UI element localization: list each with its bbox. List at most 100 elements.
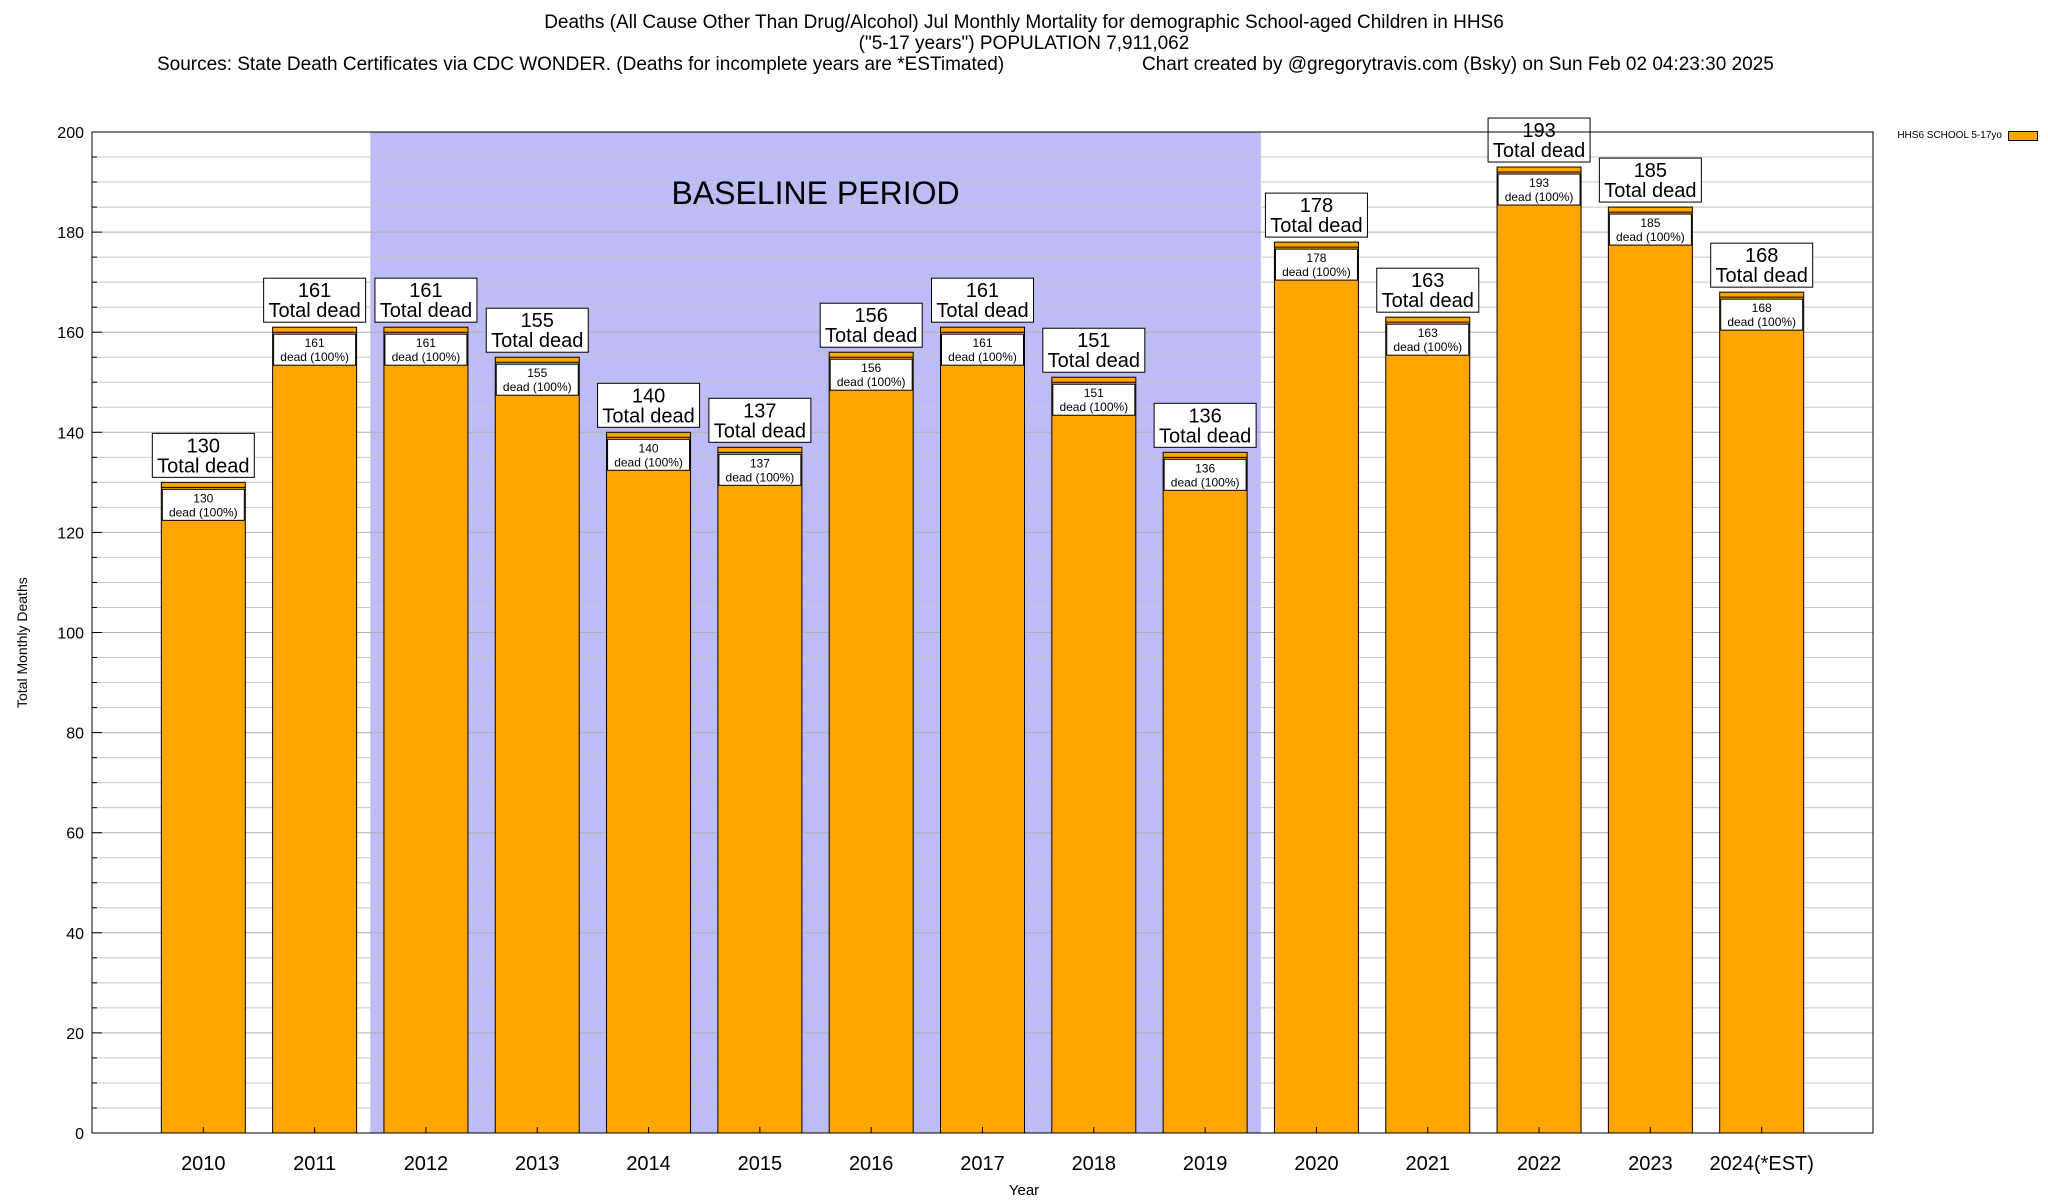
inner-percent-label: dead (100%) [503,380,572,394]
x-tick-label: 2010 [181,1153,226,1175]
inner-percent-label: dead (100%) [614,455,683,469]
total-label-box [1264,192,1368,238]
inner-value-label: 136 [1195,461,1215,475]
inner-percent-label: dead (100%) [1282,265,1351,279]
inner-label-box [607,438,691,471]
total-value-label: 168 [1745,245,1778,267]
plot-border [91,131,1874,1134]
bar-2021 [1385,316,1471,1134]
legend-swatch [2008,130,2038,141]
total-value-label: 136 [1188,405,1221,427]
legend-label: HHS6 SCHOOL 5-17yo [1897,130,2002,141]
x-tick-label: 2011 [293,1153,336,1175]
inner-percent-label: dead (100%) [280,350,349,364]
total-dead-label: Total dead [1716,265,1808,287]
inner-percent-label: dead (100%) [169,505,238,519]
total-label-box [263,277,367,323]
inner-value-label: 161 [416,336,436,350]
total-label-box [1710,242,1814,288]
x-tick-label: 2020 [1294,1153,1339,1175]
inner-label-box [941,333,1024,366]
total-dead-label: Total dead [1048,350,1140,372]
x-tick-label: 2023 [1628,1153,1673,1175]
total-value-label: 156 [855,305,888,327]
inner-value-label: 137 [750,456,770,470]
inner-value-label: 193 [1529,176,1549,190]
inner-percent-label: dead (100%) [1171,475,1240,489]
total-dead-label: Total dead [1382,290,1474,312]
x-tick-label: 2012 [404,1153,449,1175]
inner-label-box [1386,323,1470,356]
chart-title: Deaths (All Cause Other Than Drug/Alcoho… [544,12,1504,33]
inner-label-box [384,333,468,366]
total-label-box [374,277,478,323]
inner-label-box [1720,298,1804,331]
inner-percent-label: dead (100%) [1616,230,1685,244]
inner-label-box [718,453,802,486]
total-label-box [1376,267,1480,313]
y-tick-label: 80 [66,726,84,743]
total-dead-label: Total dead [1604,180,1696,202]
total-label-box [708,397,812,443]
inner-value-label: 155 [527,366,547,380]
total-dead-label: Total dead [491,330,583,352]
inner-label-box [829,358,913,391]
total-label-box [1487,117,1591,163]
y-tick-label: 120 [57,525,84,542]
total-label-box [1598,157,1702,203]
x-tick-label: 2013 [515,1153,560,1175]
inner-percent-label: dead (100%) [1505,190,1574,204]
bar-2019 [1162,451,1248,1134]
y-tick-label: 20 [66,1026,84,1043]
inner-percent-label: dead (100%) [392,350,461,364]
y-tick-label: 180 [57,225,84,242]
bar-2014 [606,431,692,1134]
inner-label-box [1497,173,1581,206]
total-label-box [151,432,255,478]
total-value-label: 155 [521,310,554,332]
bar-2018 [1051,376,1137,1134]
total-label-box [931,277,1034,323]
total-dead-label: Total dead [1493,140,1585,162]
inner-value-label: 178 [1306,251,1326,265]
y-tick-label: 140 [57,425,84,442]
y-tick-label: 40 [66,926,84,943]
y-tick-label: 60 [66,826,84,843]
x-tick-label: 2017 [960,1153,1005,1175]
inner-value-label: 161 [305,336,325,350]
x-tick-label: 2022 [1517,1153,1562,1175]
inner-percent-label: dead (100%) [1393,340,1462,354]
legend: HHS6 SCHOOL 5-17yo [1897,130,2038,141]
baseline-band-label: BASELINE PERIOD [671,175,959,211]
inner-label-box [1163,458,1247,491]
chart-title-block: Deaths (All Cause Other Than Drug/Alcoho… [0,12,2048,54]
total-value-label: 137 [743,400,776,422]
inner-percent-label: dead (100%) [948,350,1017,364]
x-tick-label: 2016 [849,1153,894,1175]
total-dead-label: Total dead [380,300,472,322]
total-label-box [485,307,589,353]
bar-2024(*EST) [1719,291,1805,1134]
y-tick-label: 0 [75,1126,84,1143]
y-tick-label: 100 [57,626,84,643]
total-dead-label: Total dead [1159,425,1251,447]
inner-label-box [1052,383,1136,416]
inner-value-label: 168 [1752,301,1772,315]
x-tick-label: 2014 [626,1153,671,1175]
bar-2022 [1496,166,1582,1134]
chart-sources: Sources: State Death Certificates via CD… [157,54,1005,75]
total-label-box [597,382,701,428]
x-axis-label: Year [1008,1182,1040,1199]
total-value-label: 163 [1411,270,1444,292]
total-dead-label: Total dead [936,300,1028,322]
total-label-box [1153,402,1257,448]
x-tick-label: 2024(*EST) [1709,1153,1814,1175]
x-tick-label: 2018 [1072,1153,1117,1175]
total-value-label: 140 [632,385,665,407]
inner-label-box [495,363,579,396]
bar-2010 [160,481,246,1134]
inner-label-box [1608,213,1692,246]
chart-subtitle: ("5-17 years") POPULATION 7,911,062 [858,33,1190,54]
total-label-box [1042,327,1146,373]
